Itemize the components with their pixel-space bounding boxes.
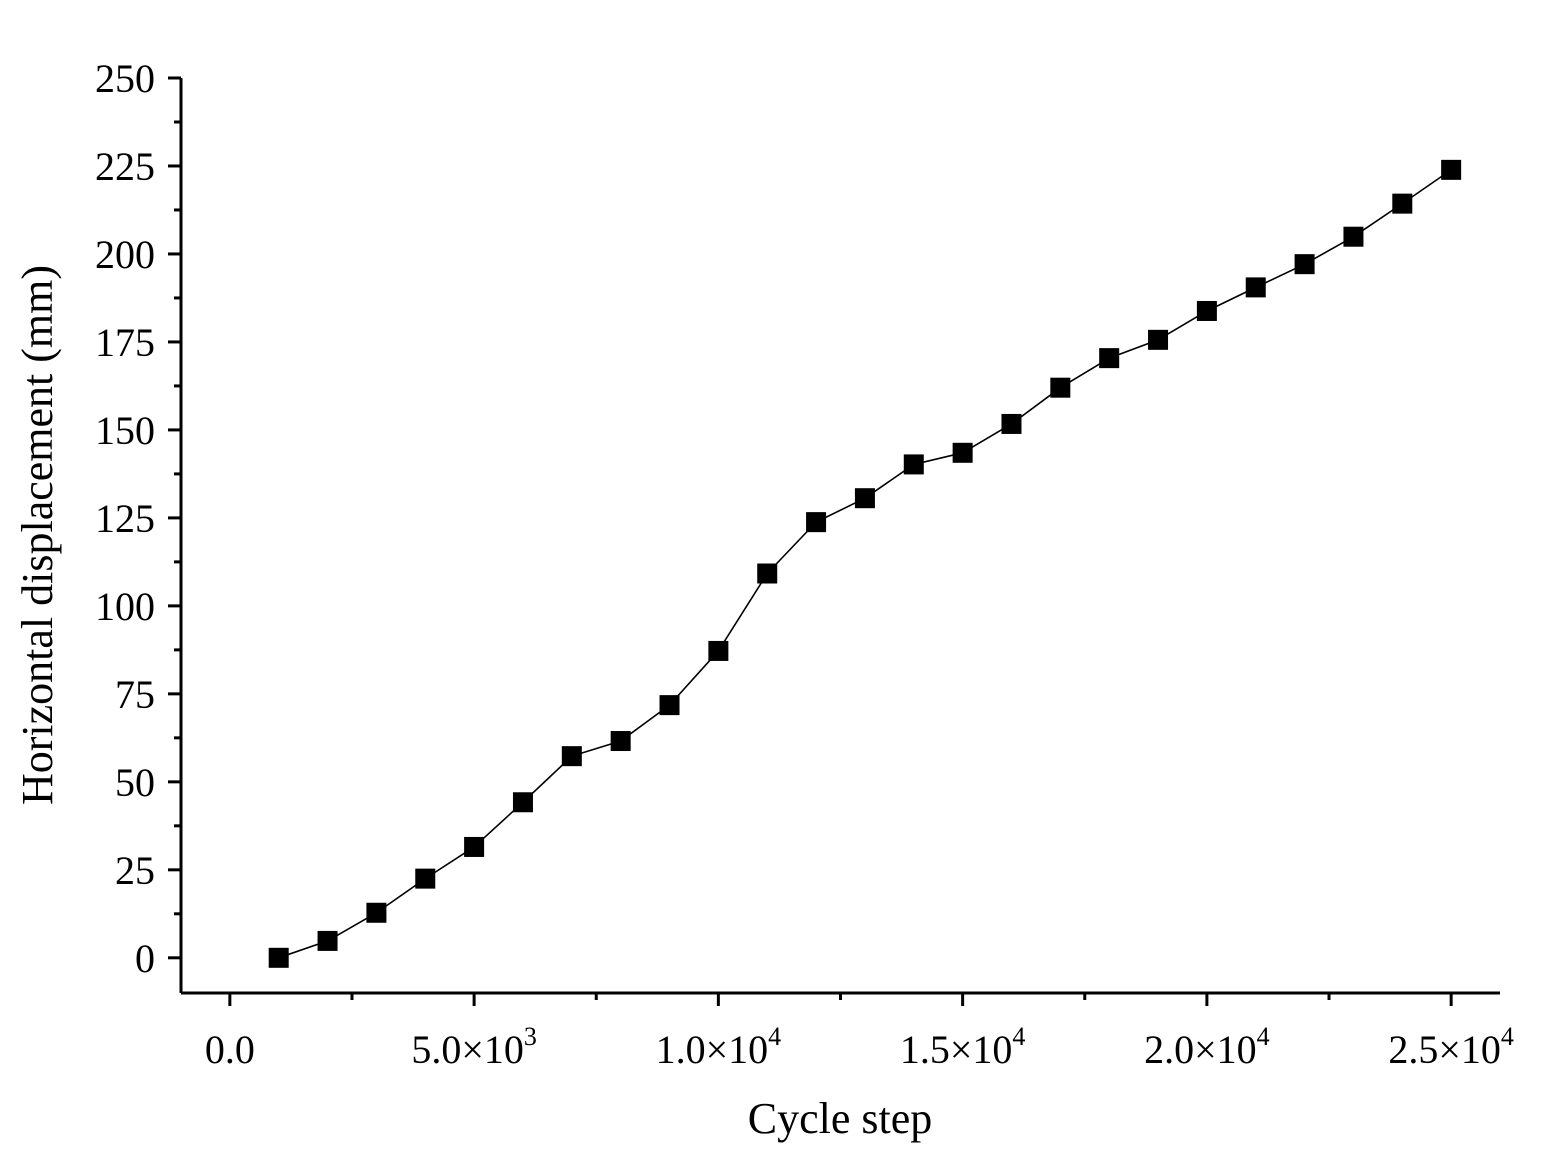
data-point-marker	[415, 868, 436, 889]
y-axis-title: Horizontal displacement (mm)	[13, 265, 62, 805]
data-point-marker	[610, 731, 631, 752]
data-point-marker	[317, 930, 338, 951]
data-point-marker	[464, 836, 485, 857]
x-tick-label: 1.5×104	[900, 1022, 1026, 1072]
y-tick-label: 125	[95, 496, 155, 541]
x-axis-title: Cycle step	[748, 1094, 933, 1143]
y-tick-label: 150	[95, 408, 155, 453]
x-tick-mantissa: 2.5×10	[1388, 1027, 1501, 1072]
x-tick-mantissa: 5.0×10	[411, 1027, 524, 1072]
data-point-marker	[1001, 413, 1022, 434]
y-tick-label: 25	[115, 848, 155, 893]
x-tick-exponent: 4	[1257, 1022, 1270, 1051]
x-tick-mantissa: 1.5×10	[900, 1027, 1013, 1072]
x-tick-label: 2.0×104	[1144, 1022, 1270, 1072]
x-tick-exponent: 4	[1501, 1022, 1514, 1051]
y-tick-label: 75	[115, 672, 155, 717]
axes	[179, 78, 1500, 995]
data-point-marker	[512, 792, 533, 813]
tick-labels: 0 25 50 75 100 125 150 175 200 225 250 0.0 5.0×103 1.…	[95, 56, 1514, 1072]
tick-marks	[168, 76, 1453, 1006]
data-series	[268, 159, 1462, 968]
data-point-marker	[366, 902, 387, 923]
data-point-marker	[1050, 377, 1071, 398]
x-tick-label: 2.5×104	[1388, 1022, 1514, 1072]
data-point-marker	[757, 563, 778, 584]
x-tick-exponent: 4	[1012, 1022, 1025, 1051]
data-point-marker	[268, 947, 289, 968]
x-tick-mantissa: 2.0×10	[1144, 1027, 1257, 1072]
x-tick-exponent: 4	[768, 1022, 781, 1051]
data-point-marker	[1294, 254, 1315, 275]
data-point-marker	[659, 695, 680, 716]
data-point-marker	[903, 454, 924, 475]
data-point-marker	[1441, 159, 1462, 180]
x-tick-exponent: 3	[524, 1022, 537, 1051]
x-tick-mantissa: 1.0×10	[656, 1027, 769, 1072]
x-tick-mantissa: 0.0	[205, 1027, 255, 1072]
data-point-marker	[561, 746, 582, 767]
data-point-marker	[1099, 348, 1120, 369]
data-point-marker	[854, 488, 875, 509]
y-tick-label: 0	[135, 936, 155, 981]
data-point-marker	[952, 442, 973, 463]
data-point-marker	[1196, 300, 1217, 321]
x-tick-label: 0.0	[205, 1027, 255, 1072]
series-line-segment	[717, 573, 768, 652]
y-tick-label: 250	[95, 56, 155, 101]
y-tick-label: 100	[95, 584, 155, 629]
data-point-marker	[806, 512, 827, 533]
y-tick-label: 175	[95, 320, 155, 365]
data-point-marker	[708, 640, 729, 661]
data-point-marker	[1148, 329, 1169, 350]
x-tick-label: 1.0×104	[656, 1022, 782, 1072]
data-point-marker	[1343, 226, 1364, 247]
data-point-marker	[1392, 193, 1413, 214]
y-tick-label: 50	[115, 760, 155, 805]
data-point-marker	[1245, 277, 1266, 298]
y-tick-label: 225	[95, 144, 155, 189]
y-tick-label: 200	[95, 232, 155, 277]
x-tick-label: 5.0×103	[411, 1022, 537, 1072]
